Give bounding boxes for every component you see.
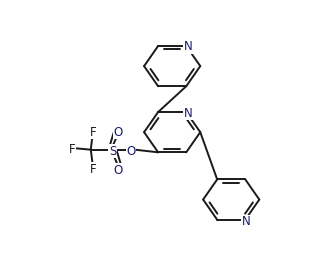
Text: N: N: [242, 215, 251, 229]
Text: O: O: [126, 145, 136, 158]
Text: F: F: [90, 126, 97, 139]
Text: F: F: [90, 163, 97, 176]
Text: O: O: [114, 164, 123, 177]
Text: S: S: [109, 145, 116, 158]
Text: F: F: [69, 143, 76, 156]
Text: N: N: [184, 107, 192, 120]
Text: O: O: [114, 126, 123, 139]
Text: N: N: [184, 41, 192, 53]
